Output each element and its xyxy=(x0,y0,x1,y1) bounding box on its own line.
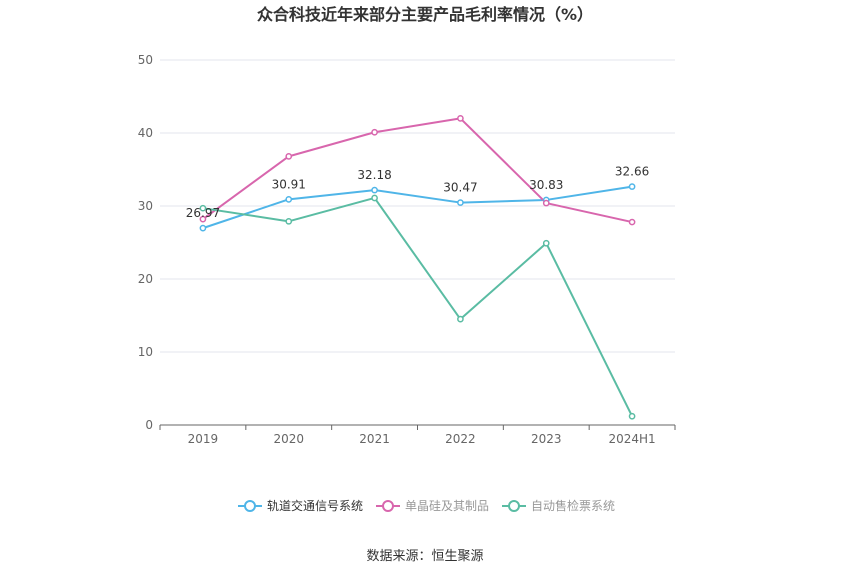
series-line xyxy=(202,196,633,417)
legend-marker-icon xyxy=(244,500,256,512)
data-point[interactable] xyxy=(457,115,464,122)
chart-title: 众合科技近年来部分主要产品毛利率情况（%） xyxy=(257,5,593,24)
legend[interactable]: 轨道交通信号系统 单晶硅及其制品 自动售检票系统 xyxy=(238,498,615,513)
data-label: 32.18 xyxy=(357,168,391,182)
data-point[interactable] xyxy=(628,183,636,190)
data-label: 30.47 xyxy=(443,181,477,195)
data-point[interactable] xyxy=(628,412,636,420)
data-point[interactable] xyxy=(371,128,378,136)
y-tick-label: 0 xyxy=(145,418,153,432)
y-tick-label: 10 xyxy=(138,345,153,359)
x-tick-label: 2020 xyxy=(273,432,304,446)
series-line xyxy=(202,185,633,230)
x-tick-label: 2021 xyxy=(359,432,390,446)
data-point[interactable] xyxy=(285,153,293,160)
data-point[interactable] xyxy=(371,194,378,202)
series-group xyxy=(199,115,636,420)
y-tick-label: 40 xyxy=(138,126,153,140)
data-point[interactable] xyxy=(628,218,636,226)
legend-item[interactable]: 轨道交通信号系统 xyxy=(238,498,363,513)
data-label: 30.83 xyxy=(529,178,563,192)
data-point[interactable] xyxy=(457,315,464,323)
x-tick-label: 2023 xyxy=(531,432,562,446)
data-point[interactable] xyxy=(285,196,293,203)
x-tick-label: 2019 xyxy=(188,432,219,446)
data-label: 26.97 xyxy=(186,206,220,220)
legend-item[interactable]: 单晶硅及其制品 xyxy=(376,499,489,513)
gridlines xyxy=(160,59,675,353)
legend-label: 单晶硅及其制品 xyxy=(405,499,489,513)
data-label: 30.91 xyxy=(272,177,306,191)
source-note: 数据来源：恒生聚源 xyxy=(366,549,483,564)
legend-label: 自动售检票系统 xyxy=(531,498,615,513)
data-point[interactable] xyxy=(199,224,207,232)
data-point[interactable] xyxy=(199,204,207,212)
x-tick-label: 2022 xyxy=(445,432,476,446)
series-line xyxy=(202,117,633,224)
y-tick-label: 50 xyxy=(138,53,153,67)
x-axis: 2019 2020 2021 2022 2023 2024H1 xyxy=(159,424,676,446)
data-point[interactable] xyxy=(199,215,207,223)
data-label: 32.66 xyxy=(615,165,649,179)
legend-marker-icon xyxy=(382,500,394,512)
data-labels: 26.97 30.91 32.18 30.47 30.83 32.66 xyxy=(186,165,650,221)
data-point[interactable] xyxy=(542,239,550,247)
y-tick-label: 20 xyxy=(138,272,153,286)
y-tick-label: 30 xyxy=(138,199,153,213)
legend-marker-icon xyxy=(508,500,520,512)
y-axis-ticks: 0 10 20 30 40 50 xyxy=(138,53,153,432)
legend-item[interactable]: 自动售检票系统 xyxy=(502,498,615,513)
legend-label: 轨道交通信号系统 xyxy=(267,498,363,513)
data-point[interactable] xyxy=(371,186,378,194)
x-tick-label: 2024H1 xyxy=(608,432,655,446)
data-point[interactable] xyxy=(542,199,550,207)
data-point[interactable] xyxy=(285,217,293,225)
data-point[interactable] xyxy=(457,199,464,206)
